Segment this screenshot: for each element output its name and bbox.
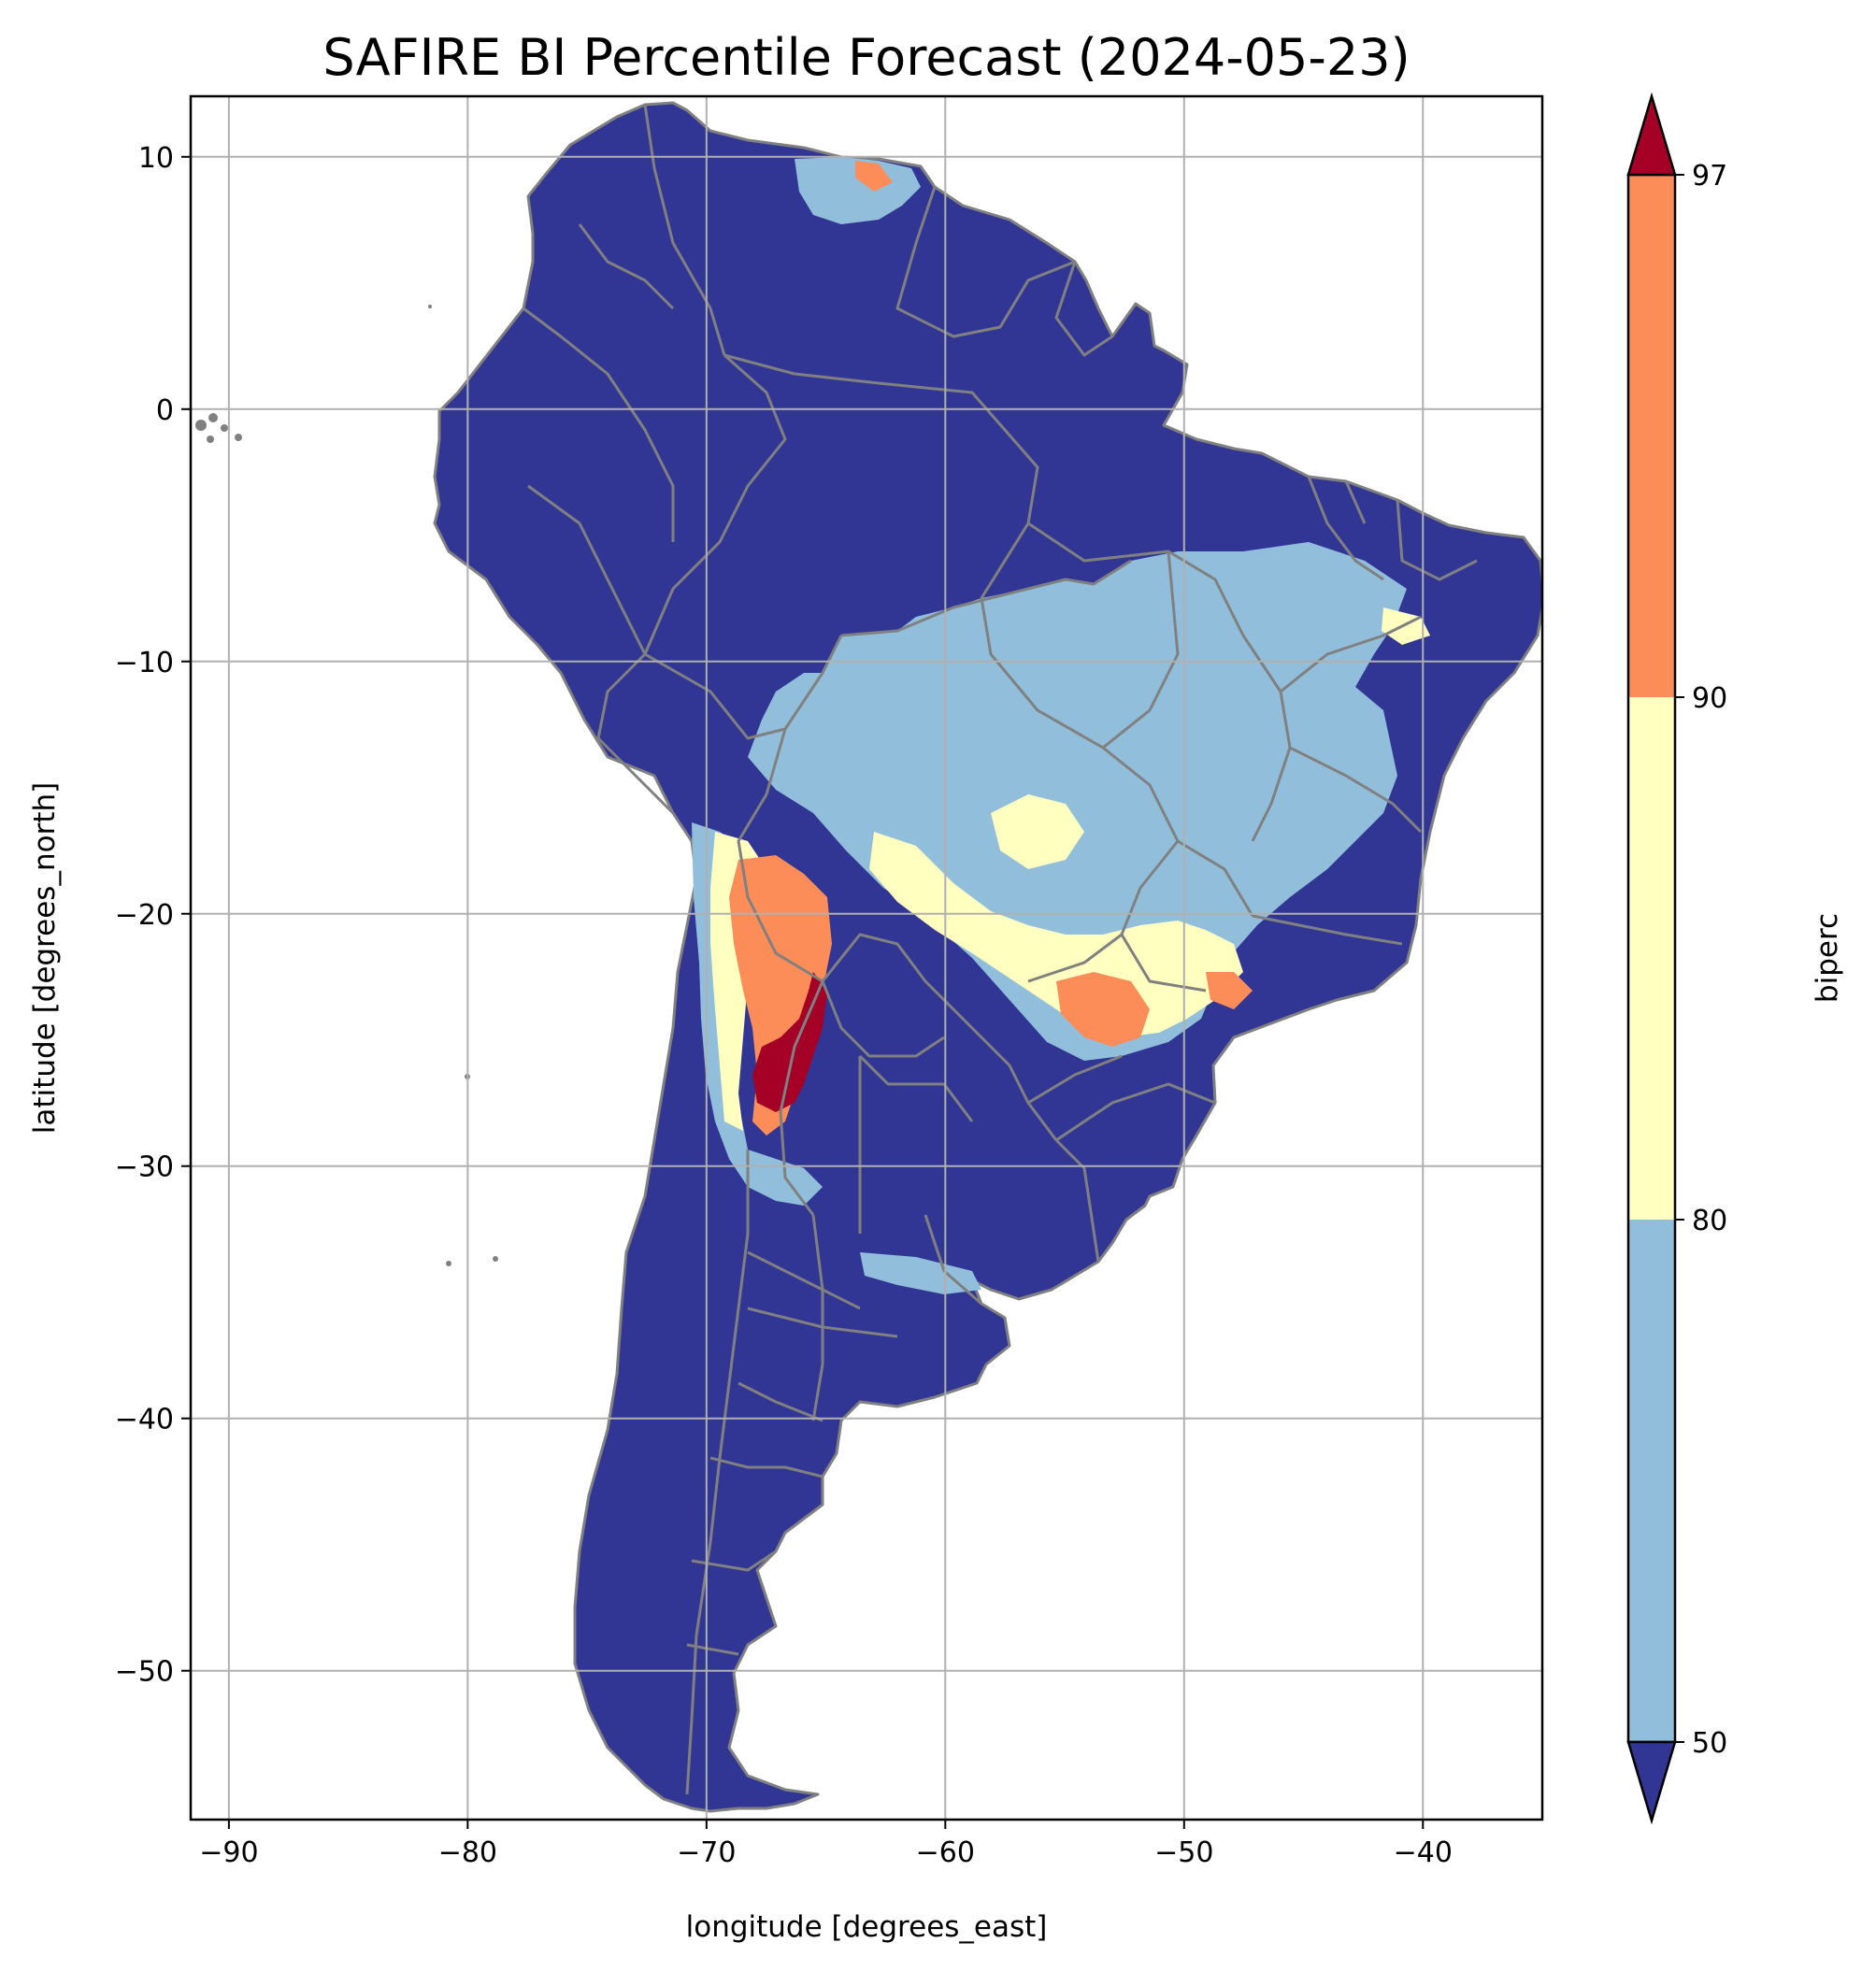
x-tick-label: −50 — [1154, 1836, 1213, 1869]
colorbar-tick-label: 50 — [1692, 1727, 1727, 1760]
axes-frame — [189, 94, 1544, 1821]
colorbar-tick-label: 80 — [1692, 1205, 1727, 1237]
islands — [195, 305, 498, 1266]
map-title: SAFIRE BI Percentile Forecast (2024-05-2… — [322, 28, 1410, 87]
colorbar-segment — [1628, 1220, 1675, 1742]
region-80-90-goias — [991, 794, 1084, 869]
y-tick-label: −50 — [115, 1656, 174, 1689]
colorbar-tick-label: 90 — [1692, 682, 1727, 715]
region-90-97-parana — [1056, 972, 1150, 1047]
x-tick-label: −40 — [1394, 1836, 1453, 1869]
colorbar-ticks: 50 80 90 97 — [1675, 160, 1727, 1760]
region-90-97-andes — [729, 855, 832, 1135]
map-plot-area: −90 −80 −70 −60 −50 −40 10 0 −10 −20 −30 −40 −50 — [115, 94, 1544, 1869]
percentile-regions — [692, 157, 1430, 1294]
x-tick-label: −70 — [677, 1836, 736, 1869]
region-50-80-pampas — [860, 1252, 981, 1294]
y-axis-ticks: 10 0 −10 −20 −30 −40 −50 — [115, 142, 191, 1689]
colorbar-under-arrow — [1626, 1740, 1677, 1825]
x-tick-label: −60 — [916, 1836, 975, 1869]
colorbar-segments — [1626, 173, 1677, 1744]
region-90-97-saopaulo — [1206, 972, 1253, 1009]
colorbar-segment — [1628, 697, 1675, 1220]
y-tick-label: 0 — [156, 394, 174, 427]
y-tick-label: −40 — [115, 1404, 174, 1436]
x-axis-ticks: −90 −80 −70 −60 −50 −40 — [199, 1820, 1453, 1869]
region-50-80-central-brazil — [748, 542, 1407, 1061]
y-tick-label: −20 — [115, 899, 174, 932]
colorbar-label: biperc — [1811, 913, 1844, 1003]
colorbar-tick-label: 97 — [1692, 160, 1727, 193]
region-50-80-venezuela — [795, 157, 921, 224]
x-axis-label: longitude [degrees_east] — [686, 1910, 1048, 1944]
region-80-90-south-central — [869, 832, 1243, 1037]
political-borders — [523, 104, 1478, 1795]
y-axis-label: latitude [degrees_north] — [28, 782, 62, 1134]
x-tick-label: −90 — [199, 1836, 258, 1869]
x-tick-label: −80 — [438, 1836, 497, 1869]
region-above-97-nw-argentina — [752, 972, 827, 1112]
gridlines — [191, 96, 1542, 1820]
colorbar: 50 80 90 97 biperc — [1626, 92, 1844, 1825]
y-tick-label: −10 — [115, 647, 174, 679]
y-tick-label: 10 — [138, 142, 174, 175]
colorbar-over-arrow — [1626, 92, 1677, 177]
colorbar-segment — [1628, 175, 1675, 697]
y-tick-label: −30 — [115, 1151, 174, 1184]
region-90-97-venezuela — [855, 161, 893, 192]
